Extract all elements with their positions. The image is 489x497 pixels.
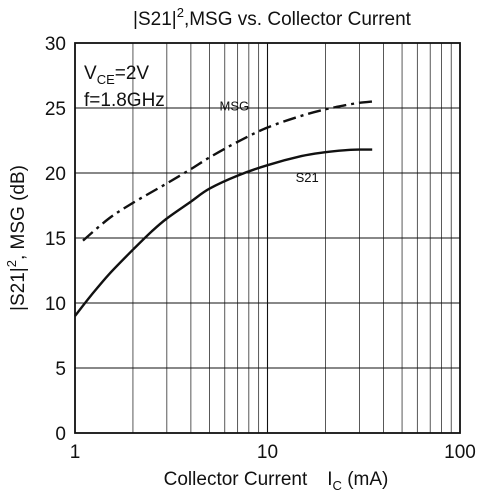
frequency-condition: f=1.8GHz <box>84 90 165 111</box>
series-label-s21: S21 <box>296 170 319 185</box>
vce-subscript: CE <box>97 72 115 87</box>
x-label-text: Collector Current <box>164 469 308 490</box>
x-tick-label: 1 <box>70 442 81 463</box>
y-axis-label: |S21|2, MSG (dB) <box>4 165 29 311</box>
vce-var: V <box>84 63 97 84</box>
y-label-rest: , MSG (dB) <box>8 165 29 260</box>
x-tick-label: 100 <box>444 442 476 463</box>
x-label-unit: (mA) <box>342 469 388 490</box>
vce-value: =2V <box>115 63 150 84</box>
x-axis-label: Collector Current IC (mA) <box>164 469 389 493</box>
y-label-superscript: 2 <box>4 260 19 267</box>
x-axis-ticks: 1 10 100 <box>70 442 476 463</box>
y-tick-label: 15 <box>45 229 66 250</box>
title-main: |S21| <box>133 9 177 30</box>
vce-condition: VCE=2V <box>84 63 149 87</box>
x-label-subscript: C <box>333 478 342 493</box>
y-tick-label: 20 <box>45 164 66 185</box>
y-tick-label: 25 <box>45 99 66 120</box>
chart-title: |S21|2,MSG vs. Collector Current <box>133 5 412 30</box>
series-line-msg <box>83 102 372 241</box>
title-superscript: 2 <box>177 5 184 20</box>
title-rest: ,MSG vs. Collector Current <box>184 9 412 30</box>
series-line-s21 <box>75 150 372 316</box>
y-tick-label: 10 <box>45 294 66 315</box>
y-tick-label: 0 <box>55 424 66 445</box>
y-tick-label: 30 <box>45 34 66 55</box>
x-tick-label: 10 <box>257 442 278 463</box>
series-group: MSG S21 <box>75 99 372 317</box>
series-label-msg: MSG <box>220 99 250 114</box>
y-label-main: |S21| <box>8 267 29 311</box>
y-axis-ticks: 0 5 10 15 20 25 30 <box>45 34 66 445</box>
y-tick-label: 5 <box>55 359 66 380</box>
